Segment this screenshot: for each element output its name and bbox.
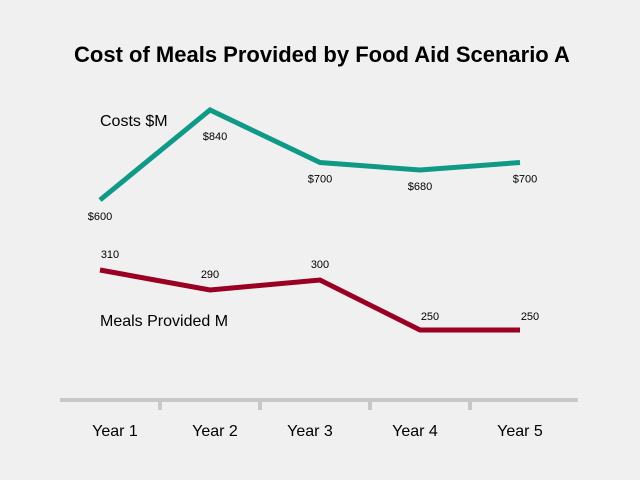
data-label: $700 bbox=[513, 174, 537, 186]
data-label: $700 bbox=[308, 174, 332, 186]
x-tick-label: Year 4 bbox=[392, 423, 438, 440]
data-label: 250 bbox=[521, 311, 539, 323]
data-label: 310 bbox=[101, 249, 119, 261]
series-line-1 bbox=[99, 267, 520, 333]
x-tick-label: Year 2 bbox=[192, 423, 238, 440]
series-line-0 bbox=[98, 107, 521, 202]
x-tick-label: Year 3 bbox=[287, 423, 333, 440]
data-label: 250 bbox=[421, 311, 439, 323]
data-label: $600 bbox=[88, 211, 112, 223]
x-tick-label: Year 5 bbox=[497, 423, 543, 440]
series-label-meals: Meals Provided M bbox=[100, 313, 228, 330]
data-label: $840 bbox=[203, 131, 227, 143]
data-label: 290 bbox=[201, 269, 219, 281]
series-label-costs: Costs $M bbox=[100, 113, 168, 130]
x-tick-label: Year 1 bbox=[92, 423, 138, 440]
data-label: $680 bbox=[408, 181, 432, 193]
chart-title: Cost of Meals Provided by Food Aid Scena… bbox=[74, 42, 570, 67]
data-label: 300 bbox=[311, 259, 329, 271]
